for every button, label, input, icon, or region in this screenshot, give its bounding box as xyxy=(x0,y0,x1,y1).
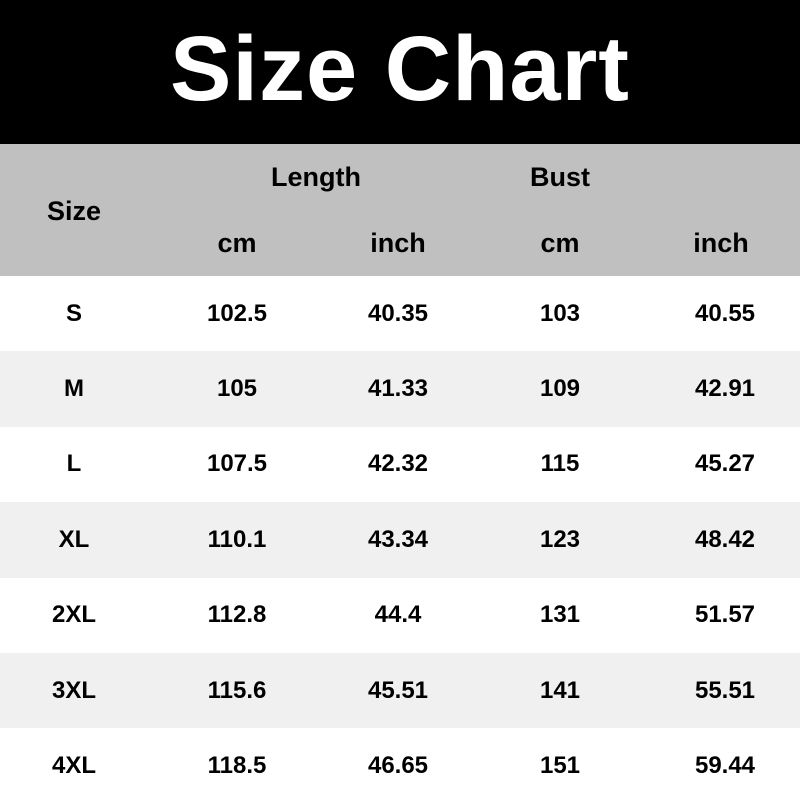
cell-size: 2XL xyxy=(51,601,96,629)
cell-length-cm: 115.6 xyxy=(207,676,267,704)
cell-bust-inch: 48.42 xyxy=(694,525,756,553)
cell-length-cm: 102.5 xyxy=(206,299,268,327)
page-title: Size Chart xyxy=(170,17,630,120)
table-row: 2XL 112.8 44.4 131 51.57 xyxy=(0,577,800,653)
cell-length-inch: 44.4 xyxy=(374,601,422,629)
cell-bust-inch: 55.51 xyxy=(694,676,756,704)
cell-length-cm: 107.5 xyxy=(206,450,268,478)
cell-size: 4XL xyxy=(51,752,96,780)
cell-length-cm: 112.8 xyxy=(207,601,267,629)
cell-bust-cm: 123 xyxy=(539,525,581,553)
cell-length-inch: 45.51 xyxy=(367,676,429,704)
cell-bust-cm: 141 xyxy=(539,676,581,704)
cell-bust-cm: 109 xyxy=(539,375,581,403)
cell-bust-cm: 131 xyxy=(539,601,581,629)
table-row: XL 110.1 43.34 123 48.42 xyxy=(0,502,800,578)
cell-size: 3XL xyxy=(51,676,96,704)
cell-length-cm: 105 xyxy=(216,375,258,403)
header-size: Size xyxy=(46,196,102,226)
table-header: Size Length Bust cm inch cm inch xyxy=(0,144,800,276)
cell-size: M xyxy=(64,375,84,403)
table-body: S 102.5 40.35 103 40.55 M 105 41.33 109 42.91 L 107… xyxy=(0,276,800,804)
header-bust: Bust xyxy=(530,162,590,192)
cell-length-cm: 118.5 xyxy=(207,752,267,780)
header-bust-inch: inch xyxy=(693,228,749,258)
cell-bust-inch: 40.55 xyxy=(694,299,756,327)
table-row: L 107.5 42.32 115 45.27 xyxy=(0,426,800,503)
cell-length-inch: 41.33 xyxy=(367,375,429,403)
cell-length-inch: 40.35 xyxy=(367,299,429,327)
table-row: S 102.5 40.35 103 40.55 xyxy=(0,276,800,352)
table-row: 4XL 118.5 46.65 151 59.44 xyxy=(0,728,800,804)
cell-length-inch: 46.65 xyxy=(367,752,429,780)
cell-bust-inch: 51.57 xyxy=(694,601,756,629)
cell-size: XL xyxy=(58,525,90,553)
cell-size: S xyxy=(65,299,82,327)
header-length-inch: inch xyxy=(370,228,426,258)
title-bar: Size Chart xyxy=(0,0,800,144)
table-row: M 105 41.33 109 42.91 xyxy=(0,351,800,427)
header-length-cm: cm xyxy=(217,228,257,258)
header-length: Length xyxy=(271,162,361,192)
cell-size: L xyxy=(66,450,82,478)
cell-length-inch: 42.32 xyxy=(367,450,429,478)
header-bust-cm: cm xyxy=(540,228,580,258)
cell-bust-cm: 151 xyxy=(539,752,581,780)
cell-bust-inch: 45.27 xyxy=(694,450,756,478)
table-row: 3XL 115.6 45.51 141 55.51 xyxy=(0,652,800,729)
cell-bust-inch: 59.44 xyxy=(694,752,756,780)
cell-bust-cm: 115 xyxy=(540,450,580,478)
cell-bust-inch: 42.91 xyxy=(694,375,756,403)
cell-bust-cm: 103 xyxy=(539,299,581,327)
cell-length-inch: 43.34 xyxy=(367,525,429,553)
cell-length-cm: 110.1 xyxy=(207,525,267,553)
